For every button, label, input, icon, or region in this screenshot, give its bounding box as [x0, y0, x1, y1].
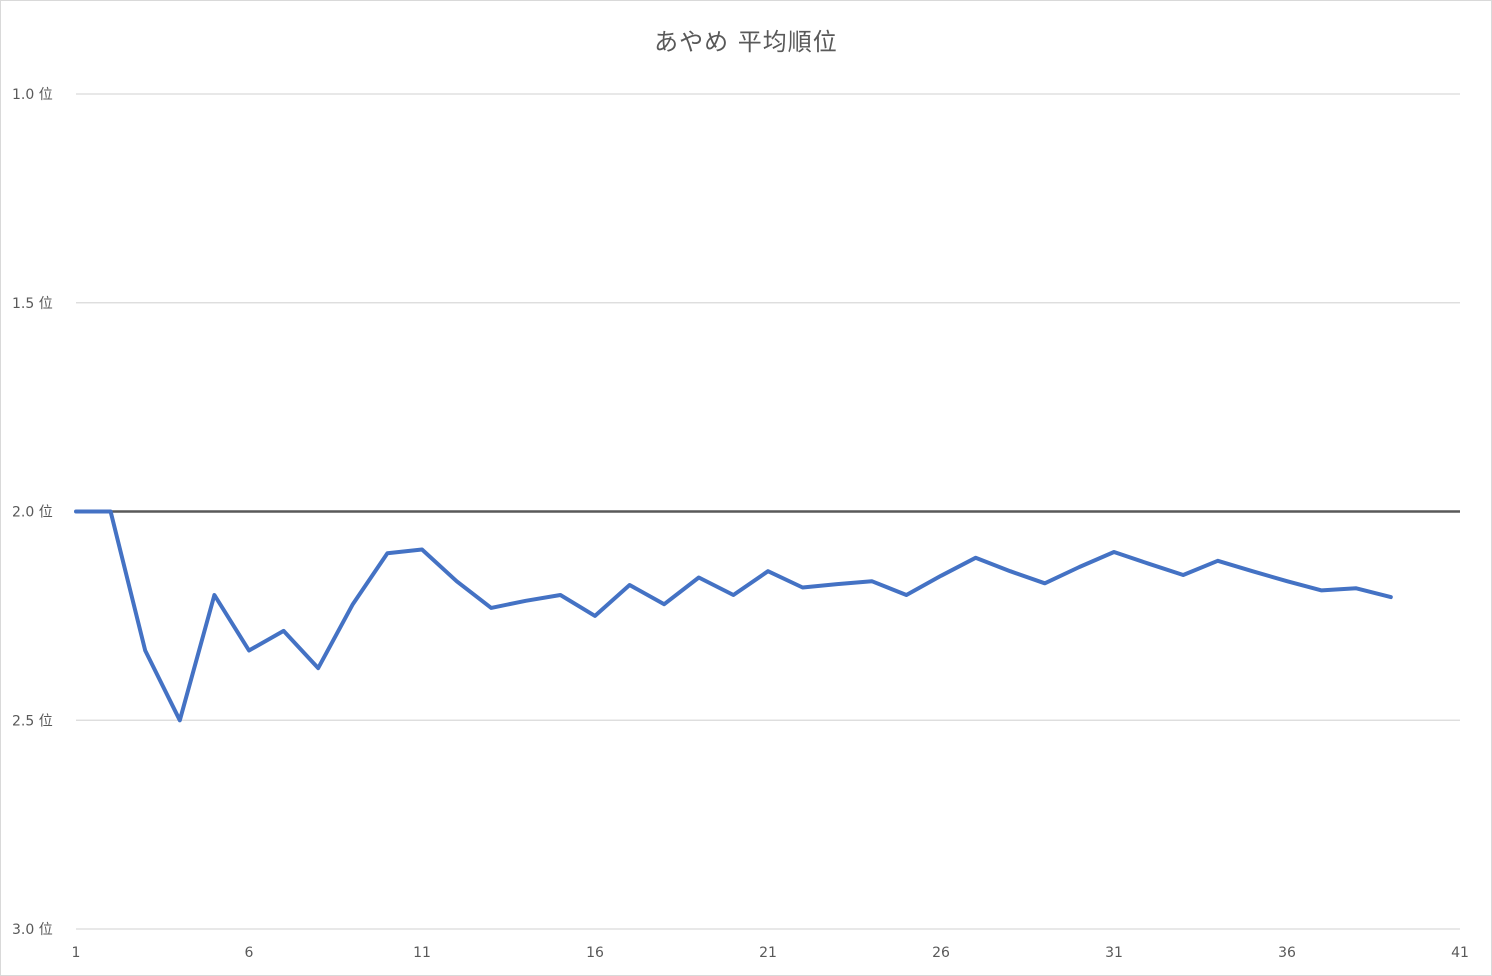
x-tick-label: 31 — [1105, 945, 1123, 961]
x-tick-label: 16 — [586, 945, 604, 961]
chart-title: あやめ 平均順位 — [654, 28, 838, 56]
y-tick-label: 2.5 位 — [12, 713, 53, 729]
x-tick-label: 36 — [1278, 945, 1296, 961]
y-tick-label: 1.5 位 — [12, 296, 53, 312]
x-tick-label: 26 — [932, 945, 950, 961]
x-tick-label: 21 — [759, 945, 777, 961]
y-tick-label: 2.0 位 — [12, 505, 53, 521]
y-tick-label: 3.0 位 — [12, 922, 53, 938]
x-tick-label: 41 — [1451, 945, 1469, 961]
x-tick-label: 6 — [245, 945, 254, 961]
y-tick-label: 1.0 位 — [12, 87, 53, 103]
x-tick-label: 1 — [72, 945, 81, 961]
x-tick-label: 11 — [413, 945, 431, 961]
series-line — [74, 509, 1393, 723]
